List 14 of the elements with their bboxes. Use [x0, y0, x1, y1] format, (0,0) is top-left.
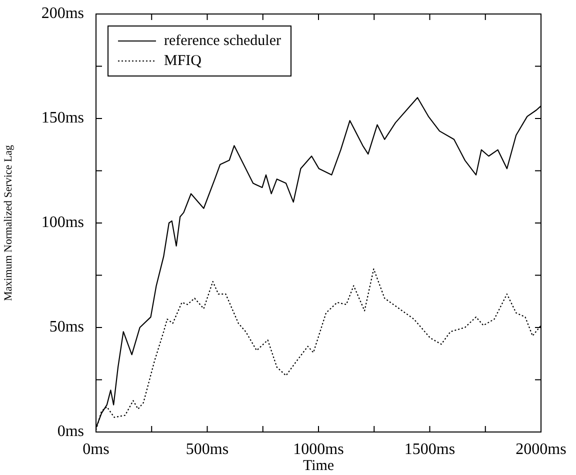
- legend-label: reference scheduler: [164, 32, 281, 49]
- x-tick-label: 500ms: [186, 440, 229, 458]
- x-axis-title: Time: [302, 458, 334, 474]
- y-axis-title: Maximum Normalized Service Lag: [2, 144, 14, 302]
- x-tick-label: 2000ms: [516, 440, 566, 458]
- x-tick-label: 1500ms: [404, 440, 456, 458]
- y-tick-label: 50ms: [49, 318, 84, 336]
- legend-label: MFIQ: [164, 52, 202, 69]
- y-tick-label: 150ms: [41, 110, 84, 127]
- y-tick-label: 200ms: [41, 5, 84, 22]
- x-tick-label: 0ms: [82, 440, 110, 458]
- x-tick-label: 1000ms: [293, 440, 344, 458]
- y-tick-label: 100ms: [41, 214, 84, 232]
- y-tick-label: 0ms: [57, 423, 84, 440]
